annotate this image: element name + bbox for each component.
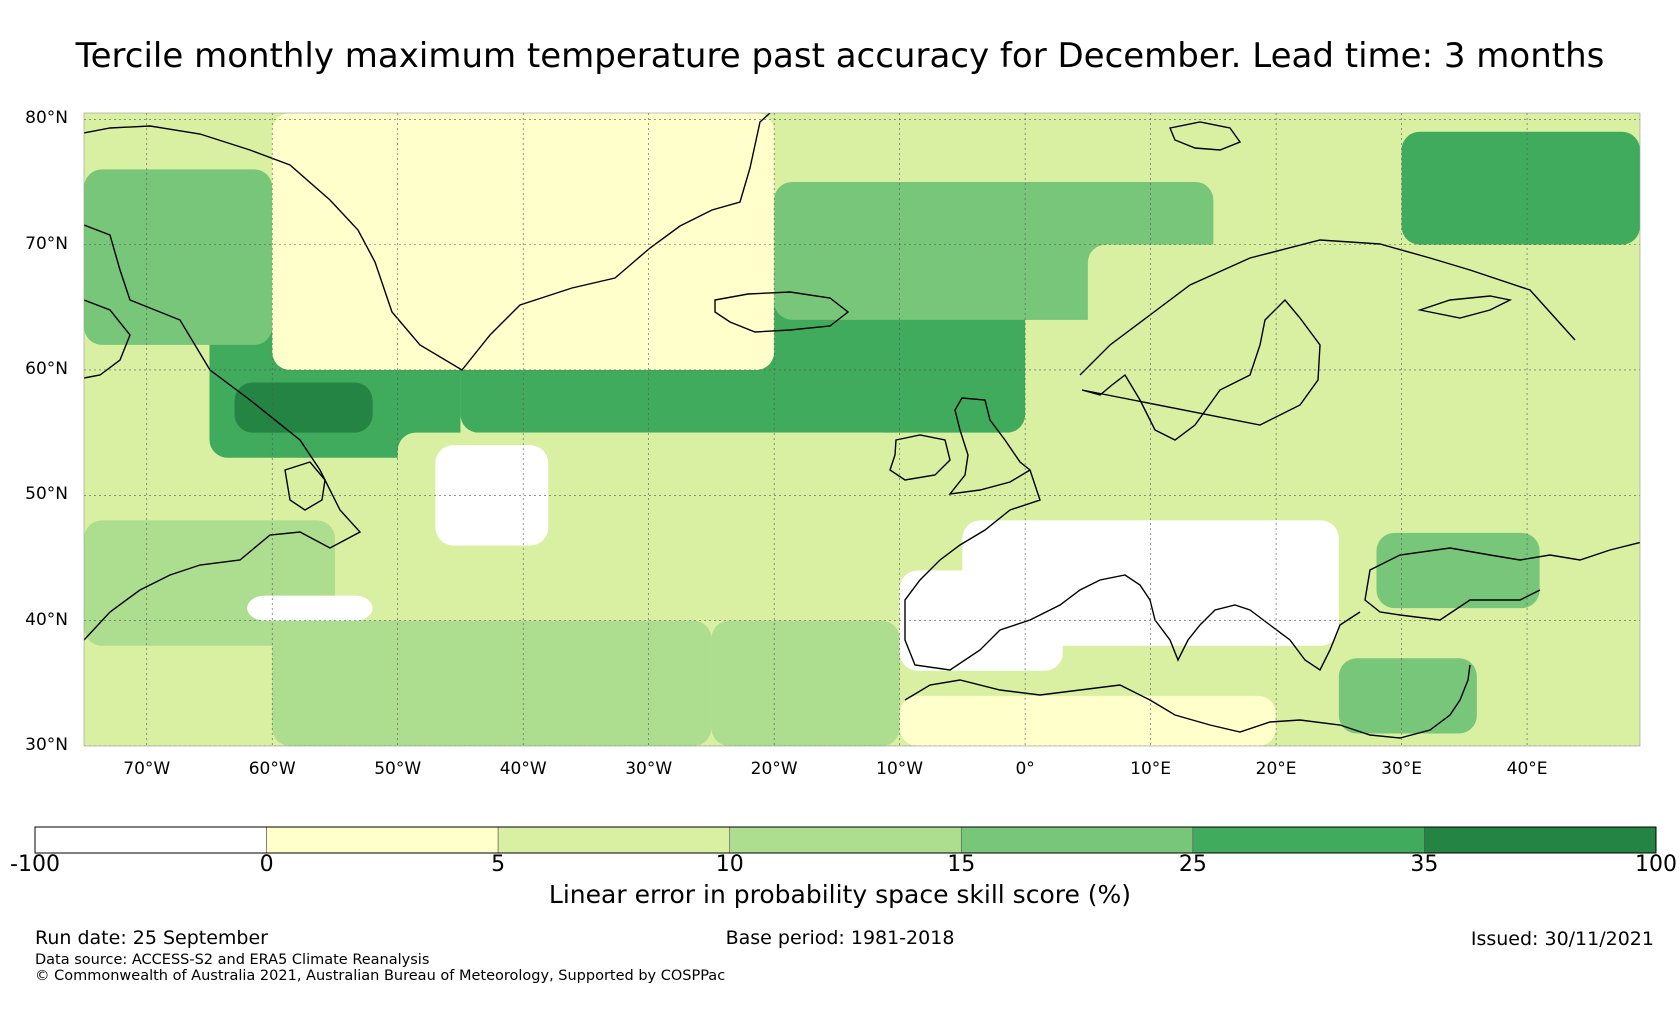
lon-tick-label: 30°E bbox=[1381, 759, 1423, 779]
skill-region-greenland-interior bbox=[272, 113, 775, 370]
colorbar-segment bbox=[266, 826, 499, 854]
lat-tick-label: 50°N bbox=[25, 484, 68, 505]
skill-region-north-africa bbox=[899, 695, 1277, 746]
skill-region-newfoundland-core bbox=[234, 382, 373, 433]
lat-tick-label: 40°N bbox=[25, 609, 68, 630]
colorbar-tick-label: 25 bbox=[1178, 852, 1207, 877]
lon-tick-label: 30°W bbox=[625, 759, 673, 779]
colorbar-tick-label: 15 bbox=[947, 852, 976, 877]
hudson-coastline bbox=[84, 299, 131, 379]
skill-region-western-russia bbox=[1401, 269, 1640, 496]
copyright: © Commonwealth of Australia 2021, Austra… bbox=[35, 968, 726, 984]
colorbar-tick-label: 10 bbox=[715, 852, 744, 877]
colorbar-segment bbox=[1424, 826, 1657, 854]
colorbar-tick-label: -100 bbox=[10, 852, 60, 877]
lon-tick-label: 70°W bbox=[123, 759, 171, 779]
colorbar-segment bbox=[1192, 826, 1425, 854]
lon-tick-label: 20°W bbox=[750, 759, 798, 779]
skill-region-levant bbox=[1338, 658, 1477, 734]
skill-region-sargasso-hole bbox=[247, 595, 373, 621]
lat-tick-label: 70°N bbox=[25, 233, 68, 254]
skill-region-atlantic-hole bbox=[435, 445, 549, 546]
skill-region-barents-sea bbox=[1401, 131, 1640, 245]
great-britain-coastline bbox=[948, 397, 1032, 495]
skill-region-iberia bbox=[899, 570, 1063, 671]
colorbar-segment bbox=[729, 826, 962, 854]
issued-date: Issued: 30/11/2021 bbox=[1470, 928, 1654, 950]
europe-coastline bbox=[904, 469, 1640, 672]
graticule bbox=[84, 113, 1640, 746]
lon-tick-label: 10°E bbox=[1130, 759, 1172, 779]
north-africa-coastline bbox=[904, 664, 1471, 739]
skill-region-scandinavia bbox=[1087, 244, 1402, 421]
colorbar-tick-label: 5 bbox=[491, 852, 506, 877]
novaya-zemlya-coastline bbox=[1417, 295, 1513, 319]
colorbar-tick-label: 0 bbox=[259, 852, 274, 877]
colorbar-segment bbox=[960, 826, 1194, 854]
lat-tick-label: 80°N bbox=[25, 108, 68, 129]
iceland-coastline bbox=[714, 291, 850, 333]
run-date: Run date: 25 September bbox=[35, 927, 268, 949]
colorbar-segment bbox=[497, 826, 731, 854]
lon-tick-label: 10°W bbox=[876, 759, 924, 779]
lon-tick-label: 60°W bbox=[248, 759, 296, 779]
data-source: Data source: ACCESS-S2 and ERA5 Climate … bbox=[35, 952, 430, 968]
colorbar-tick-label: 35 bbox=[1410, 852, 1439, 877]
lat-tick-label: 30°N bbox=[25, 735, 68, 755]
lon-tick-label: 40°E bbox=[1506, 759, 1548, 779]
skill-region-atlantic-subtropics bbox=[272, 620, 712, 746]
colorbar bbox=[34, 826, 1657, 854]
skill-region-black-sea bbox=[1376, 532, 1540, 609]
map-frame bbox=[83, 112, 1641, 747]
greenland-coastline bbox=[84, 113, 771, 371]
lat-tick-label: 60°N bbox=[25, 358, 68, 379]
skill-region-canary-basin bbox=[711, 620, 900, 746]
chart-title: Tercile monthly maximum temperature past… bbox=[75, 36, 1605, 76]
svalbard-coastline bbox=[1169, 121, 1242, 151]
scandinavia-coastline bbox=[1079, 239, 1576, 441]
colorbar-tick-label: 100 bbox=[1635, 852, 1677, 877]
lon-tick-label: 0° bbox=[1015, 759, 1035, 779]
coastlines bbox=[84, 113, 1640, 739]
lon-tick-label: 40°W bbox=[499, 759, 547, 779]
colorbar-frame bbox=[34, 826, 1657, 854]
base-period: Base period: 1981-2018 bbox=[725, 927, 955, 949]
baffin-labrador-coastline bbox=[84, 224, 362, 641]
lon-tick-label: 20°E bbox=[1255, 759, 1297, 779]
ireland-coastline bbox=[889, 434, 951, 481]
colorbar-label: Linear error in probability space skill … bbox=[548, 880, 1132, 909]
newfoundland-coastline bbox=[284, 461, 326, 511]
lon-tick-label: 50°W bbox=[374, 759, 422, 779]
colorbar-segment bbox=[34, 826, 267, 854]
